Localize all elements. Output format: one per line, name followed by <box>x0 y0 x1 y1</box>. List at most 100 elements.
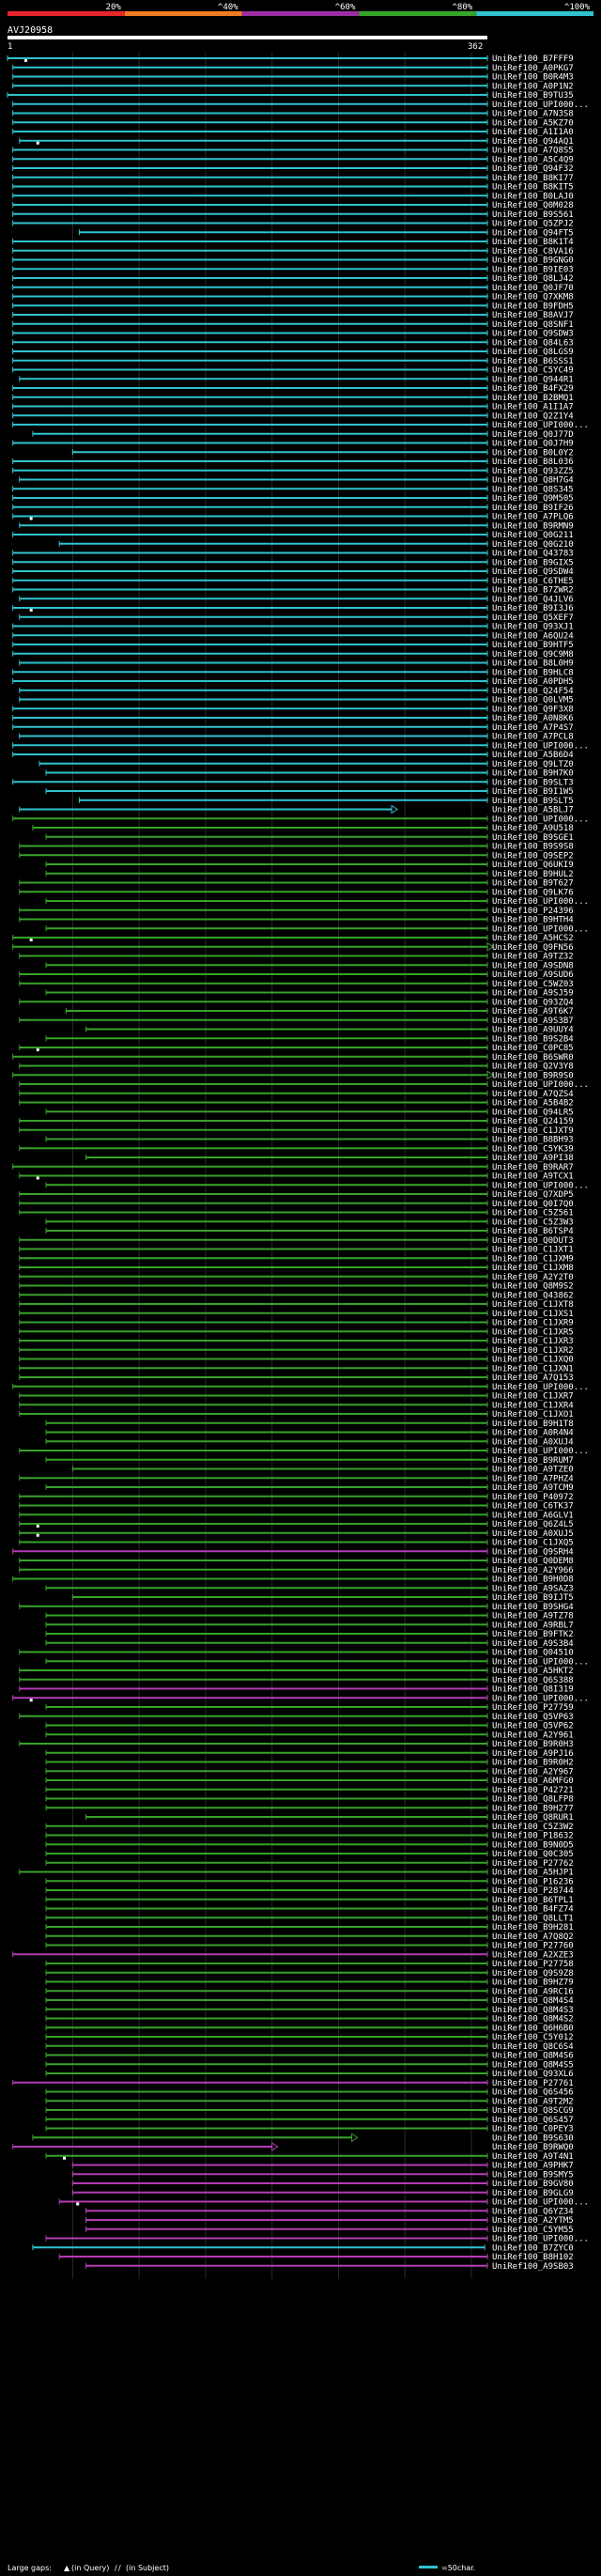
hit-label[interactable]: UniRef100_UPI000... <box>492 421 589 430</box>
hit-row[interactable]: UniRef100_B8KI77 <box>12 174 574 183</box>
hit-row[interactable]: UniRef100_Q0G210 <box>58 540 574 550</box>
hit-row[interactable]: UniRef100_P27758 <box>45 1960 574 1969</box>
hit-row[interactable]: UniRef100_Q43862 <box>19 1291 574 1300</box>
hit-label[interactable]: UniRef100_Q8LLT1 <box>492 1914 574 1923</box>
hit-row[interactable]: UniRef100_Q8SCG9 <box>45 2106 574 2116</box>
hit-row[interactable]: UniRef100_A2YTM5 <box>85 2216 574 2226</box>
hit-label[interactable]: UniRef100_A7PLQ6 <box>492 513 574 522</box>
hit-row[interactable]: UniRef100_Q6Z4L5 <box>19 1520 574 1529</box>
hit-row[interactable]: UniRef100_Q93XJ1 <box>12 623 574 632</box>
hit-label[interactable]: UniRef100_Q8RUR1 <box>492 1813 574 1823</box>
hit-row[interactable]: UniRef100_B9HLC8 <box>12 668 574 677</box>
hit-label[interactable]: UniRef100_UPI000... <box>492 101 589 110</box>
hit-row[interactable]: UniRef100_A7Q153 <box>19 1373 574 1383</box>
hit-row[interactable]: UniRef100_A5B6D4 <box>12 751 574 760</box>
hit-row[interactable]: UniRef100_Q8C6S4 <box>45 2042 574 2052</box>
hit-label[interactable]: UniRef100_UPI000... <box>492 897 589 907</box>
hit-row[interactable]: UniRef100_Q93ZQ4 <box>19 998 574 1007</box>
hit-label[interactable]: UniRef100_A9UUY4 <box>492 1026 574 1035</box>
hit-label[interactable]: UniRef100_Q6Z4L5 <box>492 1520 574 1529</box>
hit-label[interactable]: UniRef100_Q94FT5 <box>492 228 574 238</box>
hit-row[interactable]: UniRef100_B8AVJ7 <box>12 311 574 320</box>
hit-label[interactable]: UniRef100_C1JXR4 <box>492 1401 574 1410</box>
hit-row[interactable]: UniRef100_B6SWR0 <box>12 1053 574 1063</box>
hit-row[interactable]: UniRef100_Q9F3X8 <box>12 705 574 714</box>
hit-label[interactable]: UniRef100_A7Q153 <box>492 1373 574 1383</box>
hit-row[interactable]: UniRef100_B9H0D8 <box>12 1575 574 1585</box>
hit-row[interactable]: UniRef100_B7ZWR2 <box>12 586 574 596</box>
hit-label[interactable]: UniRef100_B9H7K0 <box>492 769 574 779</box>
hit-row[interactable]: UniRef100_C5WZ03 <box>19 980 574 989</box>
hit-row[interactable]: UniRef100_C1JXR3 <box>19 1337 574 1346</box>
hit-label[interactable]: UniRef100_B0R4M3 <box>492 73 574 83</box>
hit-row[interactable]: UniRef100_A9RC16 <box>45 1987 574 1996</box>
hit-label[interactable]: UniRef100_B8H102 <box>492 2253 574 2262</box>
hit-row[interactable]: UniRef100_P16236 <box>45 1877 574 1886</box>
hit-row[interactable]: UniRef100_A9S3B4 <box>45 1639 574 1649</box>
hit-row[interactable]: UniRef100_A9S3B7 <box>19 1016 574 1026</box>
hit-label[interactable]: UniRef100_Q4JLV6 <box>492 595 574 604</box>
hit-row[interactable]: UniRef100_P27760 <box>45 1942 574 1951</box>
hit-label[interactable]: UniRef100_P42721 <box>492 1786 574 1795</box>
hit-label[interactable]: UniRef100_A7N3S8 <box>492 110 574 119</box>
hit-label[interactable]: UniRef100_Q0LVM5 <box>492 696 574 706</box>
hit-row[interactable]: UniRef100_Q24159 <box>19 1117 574 1126</box>
hit-label[interactable]: UniRef100_A7QZS4 <box>492 1090 574 1099</box>
hit-row[interactable]: UniRef100_Q8I319 <box>19 1685 574 1695</box>
hit-label[interactable]: UniRef100_UPI000... <box>492 1657 589 1667</box>
hit-row[interactable]: UniRef100_B0LAJ0 <box>12 192 574 201</box>
hit-row[interactable]: UniRef100_A0P1N2 <box>12 82 574 91</box>
hit-label[interactable]: UniRef100_B9N0D5 <box>492 1840 574 1850</box>
hit-label[interactable]: UniRef100_A5B6D4 <box>492 751 574 760</box>
hit-label[interactable]: UniRef100_B9H277 <box>492 1804 574 1813</box>
hit-row[interactable]: UniRef100_A9SJ59 <box>45 989 574 999</box>
hit-row[interactable]: UniRef100_Q0JF70 <box>12 284 574 293</box>
hit-row[interactable]: UniRef100_Q43783 <box>12 550 574 559</box>
hit-row[interactable]: UniRef100_A1I1A7 <box>12 403 574 412</box>
hit-label[interactable]: UniRef100_B9RAR7 <box>492 1163 574 1172</box>
hit-label[interactable]: UniRef100_Q8M4S3 <box>492 2006 574 2015</box>
hit-label[interactable]: UniRef100_Q93ZQ4 <box>492 998 574 1007</box>
hit-label[interactable]: UniRef100_A1I1A0 <box>492 128 574 137</box>
hit-label[interactable]: UniRef100_Q9C9M8 <box>492 650 574 660</box>
hit-label[interactable]: UniRef100_B9GNG0 <box>492 256 574 266</box>
hit-label[interactable]: UniRef100_A5HCS2 <box>492 934 574 943</box>
hit-row[interactable]: UniRef100_C1JXM8 <box>19 1264 574 1273</box>
hit-label[interactable]: UniRef100_A9SB03 <box>492 2262 574 2272</box>
hit-label[interactable]: UniRef100_A9TCM9 <box>492 1483 574 1493</box>
hit-row[interactable]: UniRef100_A7PLQ6 <box>12 513 574 522</box>
hit-row[interactable]: UniRef100_UPI000... <box>12 741 589 751</box>
hit-label[interactable]: UniRef100_C1JXR9 <box>492 1319 574 1328</box>
hit-label[interactable]: UniRef100_B7ZWR2 <box>492 586 574 596</box>
hit-label[interactable]: UniRef100_B9SGE1 <box>492 833 574 843</box>
hit-row[interactable]: UniRef100_C5YK39 <box>19 1144 574 1154</box>
hit-row[interactable]: UniRef100_UPI000... <box>19 1447 589 1456</box>
hit-label[interactable]: UniRef100_B4FZ74 <box>492 1905 574 1915</box>
hit-label[interactable]: UniRef100_B8L036 <box>492 458 574 467</box>
hit-label[interactable]: UniRef100_Q2Z1Y4 <box>492 411 574 421</box>
hit-label[interactable]: UniRef100_Q0G211 <box>492 531 574 540</box>
hit-row[interactable]: UniRef100_B8KIT5 <box>12 183 574 193</box>
hit-label[interactable]: UniRef100_Q93ZZ5 <box>492 467 574 476</box>
hit-row[interactable]: UniRef100_C1JXQ0 <box>19 1356 574 1365</box>
hit-row[interactable]: UniRef100_Q6YZ34 <box>85 2207 574 2216</box>
hit-label[interactable]: UniRef100_A2Y967 <box>492 1767 574 1777</box>
hit-label[interactable]: UniRef100_UPI000... <box>492 1181 589 1190</box>
hit-label[interactable]: UniRef100_A9SJ59 <box>492 989 574 999</box>
hit-label[interactable]: UniRef100_C1JXM9 <box>492 1254 574 1264</box>
hit-label[interactable]: UniRef100_Q94AQ1 <box>492 137 574 147</box>
hit-row[interactable]: UniRef100_C1JXR4 <box>19 1401 574 1410</box>
hit-row[interactable]: UniRef100_A7PHZ4 <box>19 1474 574 1483</box>
hit-row[interactable]: UniRef100_A7N3S8 <box>12 110 574 119</box>
hit-label[interactable]: UniRef100_C0PEY3 <box>492 2125 574 2134</box>
hit-row[interactable]: UniRef100_B9S561 <box>12 210 574 220</box>
hit-row[interactable]: UniRef100_B9I1W5 <box>45 787 574 797</box>
hit-row[interactable]: UniRef100_C1JXR9 <box>19 1319 574 1328</box>
hit-label[interactable]: UniRef100_C1JXT9 <box>492 1126 574 1136</box>
hit-label[interactable]: UniRef100_B9HTF5 <box>492 641 574 650</box>
hit-row[interactable]: UniRef100_Q9C9M8 <box>12 650 574 660</box>
hit-label[interactable]: UniRef100_UPI000... <box>492 1383 589 1392</box>
hit-label[interactable]: UniRef100_B9SLT5 <box>492 797 574 806</box>
hit-label[interactable]: UniRef100_A9RBL7 <box>492 1621 574 1630</box>
hit-row[interactable]: UniRef100_C6TK37 <box>19 1502 574 1512</box>
